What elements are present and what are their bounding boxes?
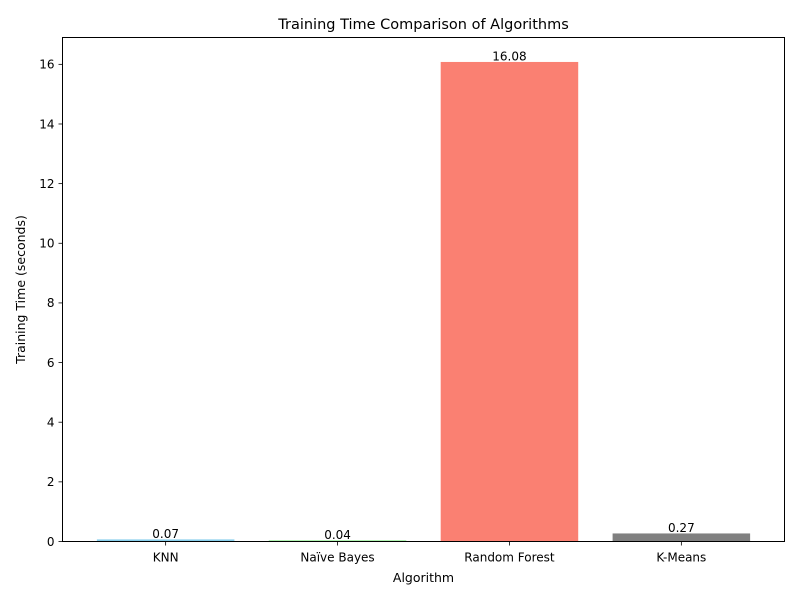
plot-area-frame <box>62 37 785 542</box>
y-tick-label: 8 <box>47 296 55 310</box>
y-axis-label: Training Time (seconds) <box>13 215 28 365</box>
x-tick-label: Random Forest <box>464 551 555 565</box>
chart-title: Training Time Comparison of Algorithms <box>277 17 569 33</box>
y-tick-label: 4 <box>47 416 55 430</box>
y-tick-label: 16 <box>39 58 54 72</box>
x-tick-label: Naïve Bayes <box>300 551 374 565</box>
value-labels-group: 0.07 0.04 16.08 0.27 <box>152 49 694 541</box>
bar-1 <box>268 540 407 542</box>
y-tick-label: 0 <box>47 535 55 549</box>
bar-0 <box>96 539 235 542</box>
bars-group <box>96 61 751 542</box>
y-tick-label: 10 <box>39 237 54 251</box>
bar-value-label: 0.27 <box>668 521 695 535</box>
x-axis-ticks: KNN Naïve Bayes Random Forest K-Means <box>153 541 706 565</box>
y-tick-label: 6 <box>47 356 55 370</box>
bar-value-label: 0.07 <box>152 527 179 541</box>
bar-2 <box>440 61 579 542</box>
x-tick-label: KNN <box>153 551 179 565</box>
x-tick-label: K-Means <box>656 551 706 565</box>
y-axis-ticks: 0 2 4 6 8 10 12 14 16 <box>39 58 63 549</box>
bar-3 <box>612 533 751 542</box>
y-tick-label: 12 <box>39 177 54 191</box>
bar-value-label: 0.04 <box>324 528 351 542</box>
x-axis-label: Algorithm <box>393 570 454 585</box>
y-tick-label: 2 <box>47 475 55 489</box>
bar-value-label: 16.08 <box>492 49 526 63</box>
y-tick-label: 14 <box>39 117 54 131</box>
